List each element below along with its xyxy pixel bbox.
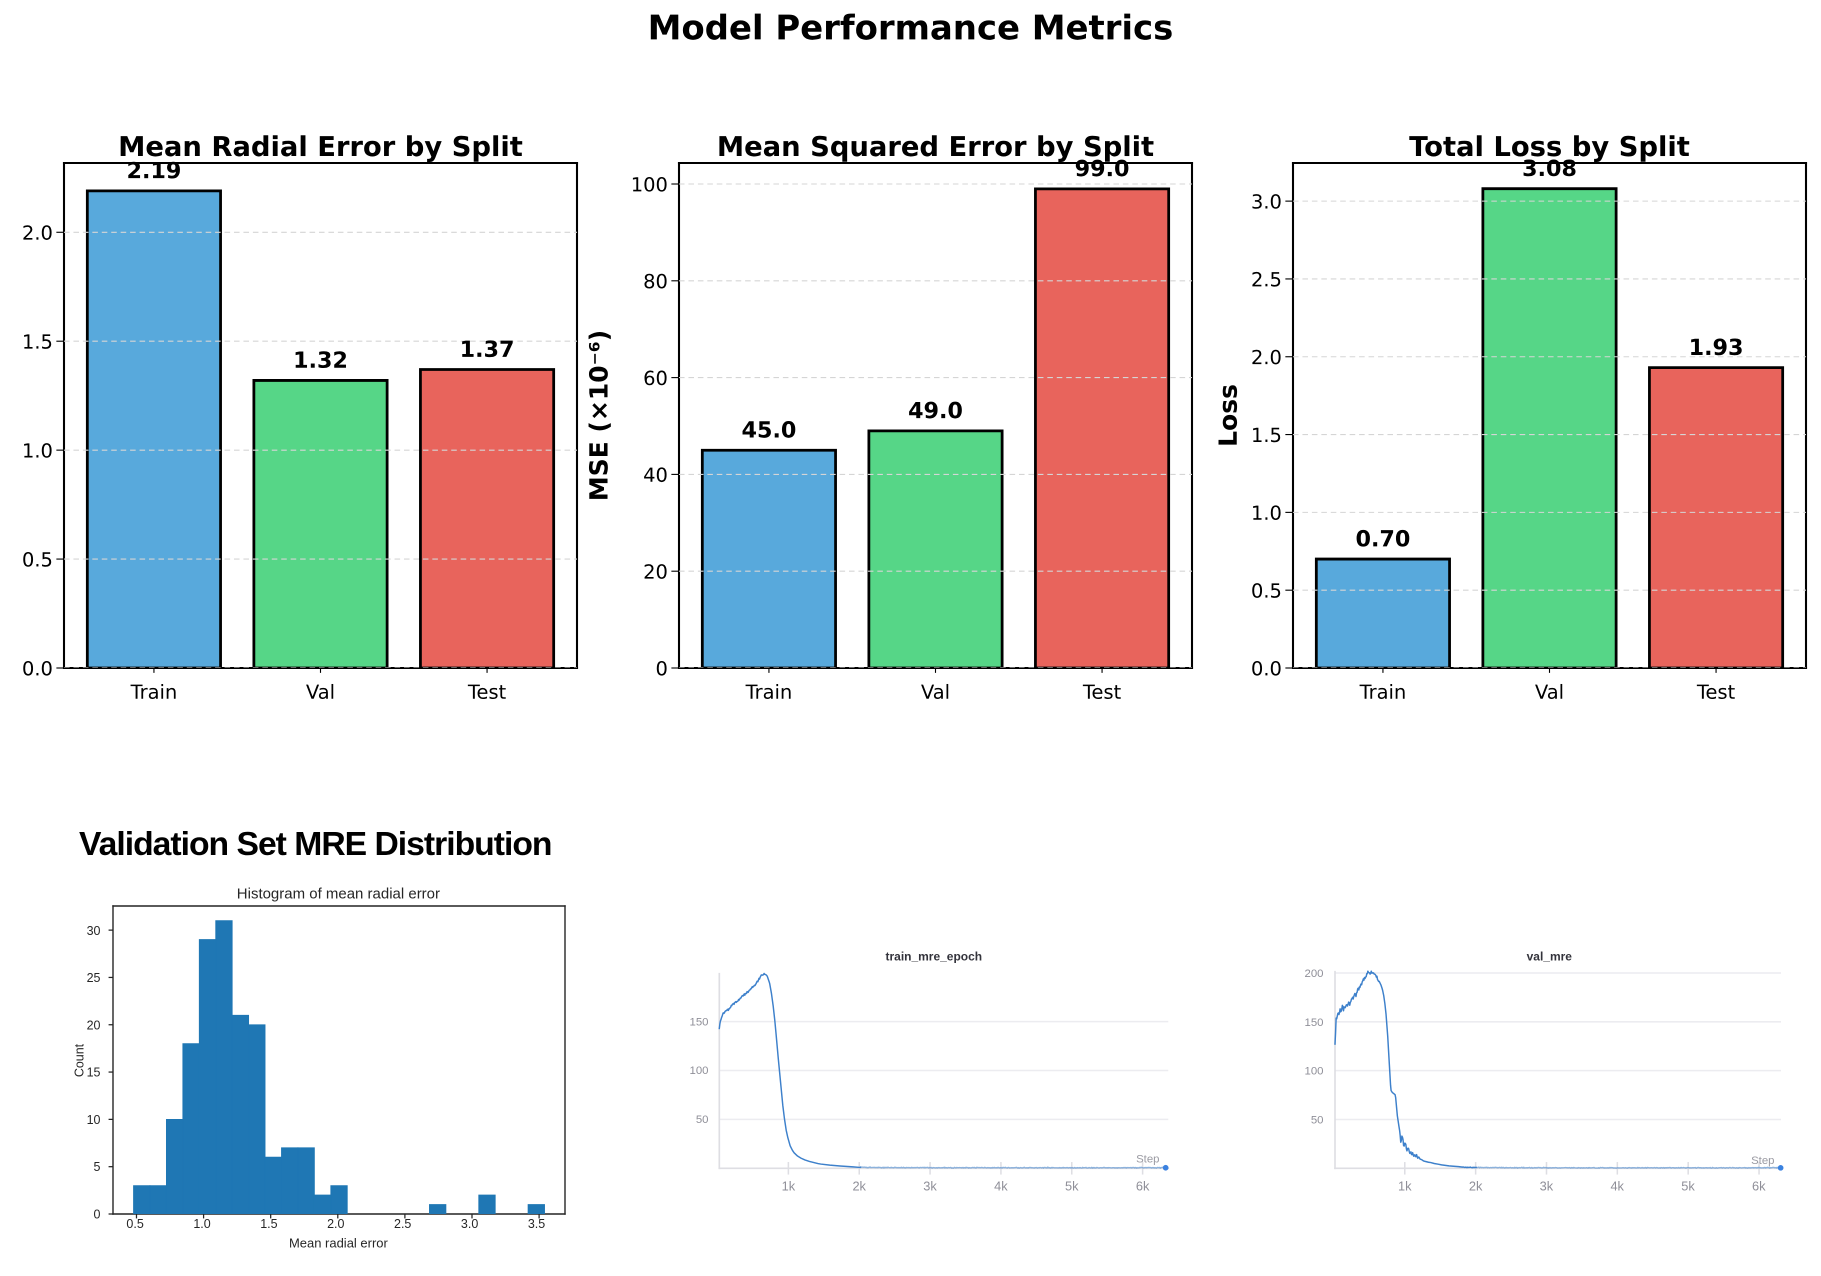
svg-text:150: 150 — [690, 1016, 709, 1028]
svg-text:6k: 6k — [1136, 1179, 1150, 1194]
svg-text:5k: 5k — [1681, 1179, 1695, 1194]
svg-text:3.0: 3.0 — [461, 1217, 478, 1231]
svg-text:50: 50 — [696, 1114, 709, 1126]
svg-text:2k: 2k — [852, 1179, 866, 1194]
svg-text:2.5: 2.5 — [394, 1217, 411, 1231]
svg-text:20: 20 — [87, 1018, 101, 1032]
svg-text:4k: 4k — [1610, 1179, 1624, 1194]
svg-text:3.5: 3.5 — [528, 1217, 545, 1231]
svg-text:3k: 3k — [1540, 1179, 1554, 1194]
svg-text:15: 15 — [87, 1066, 101, 1080]
svg-text:Step: Step — [1751, 1155, 1774, 1167]
svg-text:25: 25 — [87, 971, 101, 985]
svg-text:0.5: 0.5 — [126, 1217, 143, 1231]
svg-text:6k: 6k — [1752, 1179, 1766, 1194]
svg-text:30: 30 — [87, 924, 101, 938]
svg-text:10: 10 — [87, 1113, 101, 1127]
svg-text:200: 200 — [1305, 968, 1324, 980]
svg-text:0: 0 — [94, 1207, 101, 1221]
svg-text:3k: 3k — [923, 1179, 937, 1194]
svg-text:100: 100 — [1305, 1066, 1324, 1078]
svg-text:Mean radial error: Mean radial error — [289, 1235, 389, 1250]
svg-text:100: 100 — [690, 1065, 709, 1077]
svg-text:4k: 4k — [994, 1179, 1008, 1194]
svg-text:1k: 1k — [1398, 1179, 1412, 1194]
svg-text:Count: Count — [72, 1043, 86, 1077]
svg-text:5: 5 — [94, 1160, 101, 1174]
svg-text:50: 50 — [1311, 1115, 1324, 1127]
svg-text:1.0: 1.0 — [193, 1217, 210, 1231]
svg-text:Step: Step — [1136, 1154, 1159, 1166]
svg-text:5k: 5k — [1065, 1179, 1079, 1194]
svg-text:2.0: 2.0 — [327, 1217, 344, 1231]
svg-text:2k: 2k — [1469, 1179, 1483, 1194]
svg-text:1k: 1k — [782, 1179, 796, 1194]
svg-text:val_mre: val_mre — [1527, 950, 1573, 964]
svg-text:150: 150 — [1305, 1017, 1324, 1029]
svg-text:Histogram of mean radial error: Histogram of mean radial error — [237, 886, 440, 903]
svg-text:1.5: 1.5 — [260, 1217, 277, 1231]
svg-text:train_mre_epoch: train_mre_epoch — [886, 950, 983, 964]
